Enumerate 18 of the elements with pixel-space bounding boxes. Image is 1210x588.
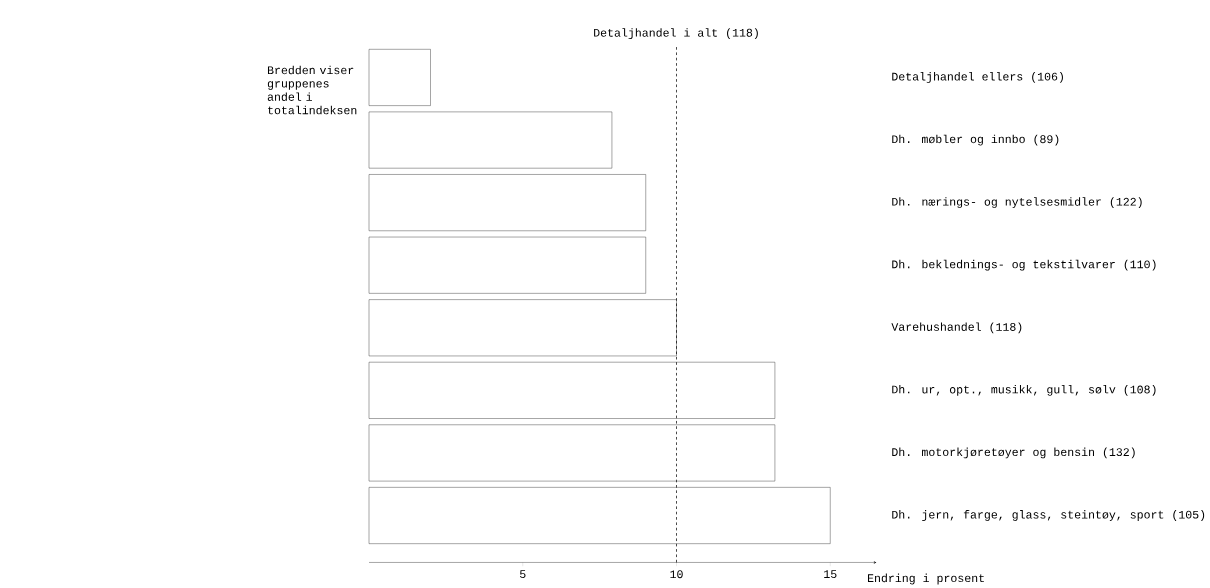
y-tick-label: Dh. nærings- og nytelsesmidler (122) <box>892 197 1142 208</box>
bar <box>368 111 613 169</box>
y-tick-label: Dh. jern, farge, glass, steintøy, sport (105) <box>892 509 1205 521</box>
y-tick-label: Dh. møbler og innbo (89) <box>892 134 1059 146</box>
x-tick-label: 15 <box>824 570 837 578</box>
bar <box>368 174 646 231</box>
y-tick-label: Dh. beklednings- og tekstilvarer (110) <box>892 259 1156 271</box>
y-tick-label: Dh. ur, opt., musikk, gull, sølv (108) <box>892 384 1156 396</box>
x-tick-label: 5 <box>520 570 526 578</box>
ref-line-label: Detaljhandel i alt (118) <box>594 28 758 39</box>
text: Bredden viser gruppenes andel i totalindeksen <box>267 65 357 115</box>
y-tick-label: Dh. motorkjøretøyer og bensin (132) <box>892 447 1135 459</box>
x-tick-label: 10 <box>670 570 683 579</box>
bar <box>368 48 431 106</box>
y-tick-label: Varehushandel (118) <box>891 322 1022 334</box>
y-tick-label: Detaljhandel ellers (106) <box>892 71 1063 83</box>
x-axis-title: Endring i prosent <box>867 573 984 585</box>
bar <box>368 236 646 294</box>
